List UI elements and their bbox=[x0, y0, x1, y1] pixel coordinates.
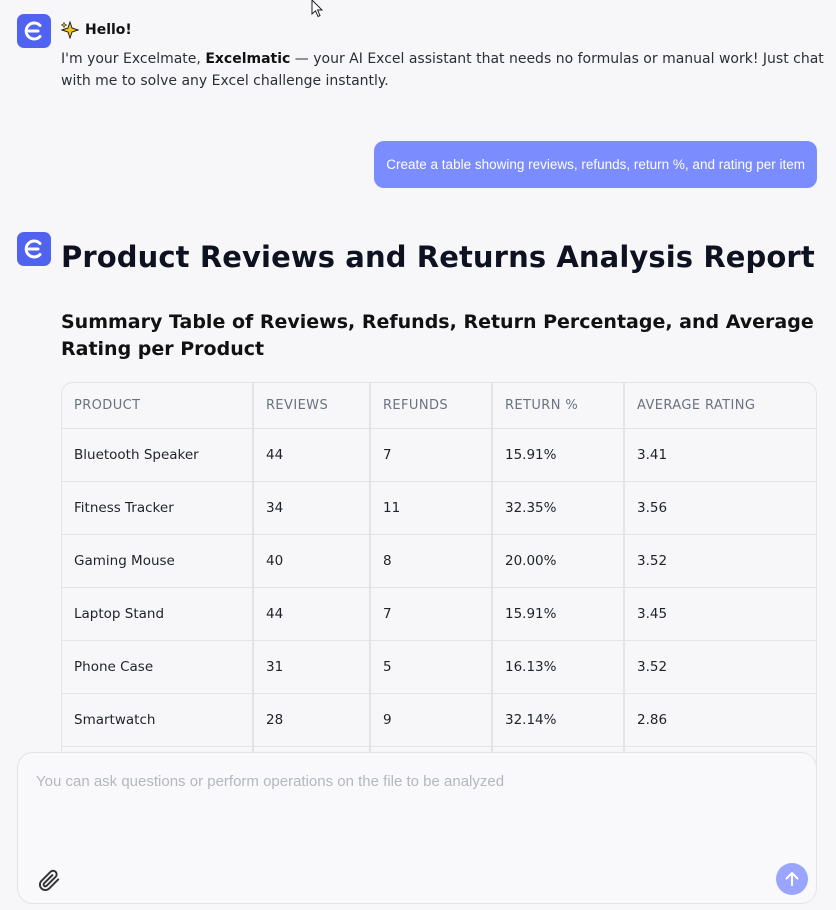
return-percent-cell: 32.35% bbox=[492, 481, 625, 535]
reviews-cell: 28 bbox=[253, 693, 371, 747]
column-header-refunds: REFUNDS bbox=[370, 383, 493, 429]
sparkle-icon bbox=[61, 21, 79, 39]
summary-table-container: PRODUCT REVIEWS REFUNDS RETURN % AVERAGE… bbox=[61, 382, 817, 782]
refunds-cell: 7 bbox=[370, 587, 493, 641]
section-title: Summary Table of Reviews, Refunds, Retur… bbox=[61, 311, 814, 360]
column-header-reviews: REVIEWS bbox=[253, 383, 371, 429]
average-rating-cell: 3.56 bbox=[624, 481, 816, 535]
message-composer bbox=[17, 752, 817, 904]
table-row: Bluetooth Speaker 44 7 15.91% 3.41 bbox=[62, 428, 816, 482]
greeting-message: I'm your Excelmate, Excelmatic — your AI… bbox=[61, 48, 826, 92]
return-percent-cell: 20.00% bbox=[492, 534, 625, 588]
average-rating-cell: 3.52 bbox=[624, 640, 816, 694]
table-row: Fitness Tracker 34 11 32.35% 3.56 bbox=[62, 481, 816, 535]
average-rating-cell: 3.45 bbox=[624, 587, 816, 641]
refunds-cell: 7 bbox=[370, 428, 493, 482]
column-header-product: PRODUCT bbox=[62, 383, 254, 429]
message-input[interactable] bbox=[36, 773, 796, 833]
table-row: Laptop Stand 44 7 15.91% 3.45 bbox=[62, 587, 816, 641]
user-message-bubble: Create a table showing reviews, refunds,… bbox=[374, 141, 817, 188]
greeting-heading: Hello! bbox=[61, 21, 132, 39]
product-cell: Phone Case bbox=[62, 640, 254, 694]
average-rating-cell: 2.86 bbox=[624, 693, 816, 747]
report-title: Product Reviews and Returns Analysis Rep… bbox=[61, 240, 815, 274]
refunds-cell: 11 bbox=[370, 481, 493, 535]
average-rating-cell: 3.41 bbox=[624, 428, 816, 482]
greeting-brand-name: Excelmatic bbox=[205, 51, 291, 67]
column-header-average-rating: AVERAGE RATING bbox=[624, 383, 816, 429]
paperclip-icon[interactable] bbox=[36, 867, 62, 893]
reviews-cell: 31 bbox=[253, 640, 371, 694]
assistant-avatar-icon bbox=[17, 232, 51, 266]
refunds-cell: 9 bbox=[370, 693, 493, 747]
summary-table: PRODUCT REVIEWS REFUNDS RETURN % AVERAGE… bbox=[62, 383, 816, 781]
greeting-intro-suffix: — your AI Excel assistant that needs no … bbox=[61, 51, 824, 89]
refunds-cell: 8 bbox=[370, 534, 493, 588]
reviews-cell: 40 bbox=[253, 534, 371, 588]
arrow-up-icon bbox=[785, 872, 799, 886]
reviews-cell: 44 bbox=[253, 587, 371, 641]
table-row: Smartwatch 28 9 32.14% 2.86 bbox=[62, 693, 816, 747]
product-cell: Fitness Tracker bbox=[62, 481, 254, 535]
table-row: Phone Case 31 5 16.13% 3.52 bbox=[62, 640, 816, 694]
product-cell: Smartwatch bbox=[62, 693, 254, 747]
refunds-cell: 5 bbox=[370, 640, 493, 694]
product-cell: Bluetooth Speaker bbox=[62, 428, 254, 482]
return-percent-cell: 15.91% bbox=[492, 587, 625, 641]
send-button[interactable] bbox=[776, 863, 808, 895]
average-rating-cell: 3.52 bbox=[624, 534, 816, 588]
product-cell: Laptop Stand bbox=[62, 587, 254, 641]
assistant-avatar-icon bbox=[17, 14, 51, 48]
reviews-cell: 34 bbox=[253, 481, 371, 535]
greeting-intro-prefix: I'm your Excelmate, bbox=[61, 51, 206, 67]
product-cell: Gaming Mouse bbox=[62, 534, 254, 588]
greeting-title: Hello! bbox=[85, 22, 132, 38]
return-percent-cell: 32.14% bbox=[492, 693, 625, 747]
table-row: Gaming Mouse 40 8 20.00% 3.52 bbox=[62, 534, 816, 588]
return-percent-cell: 15.91% bbox=[492, 428, 625, 482]
mouse-cursor-icon bbox=[311, 0, 324, 18]
column-header-return-percent: RETURN % bbox=[492, 383, 625, 429]
return-percent-cell: 16.13% bbox=[492, 640, 625, 694]
table-header-row: PRODUCT REVIEWS REFUNDS RETURN % AVERAGE… bbox=[62, 383, 816, 429]
reviews-cell: 44 bbox=[253, 428, 371, 482]
